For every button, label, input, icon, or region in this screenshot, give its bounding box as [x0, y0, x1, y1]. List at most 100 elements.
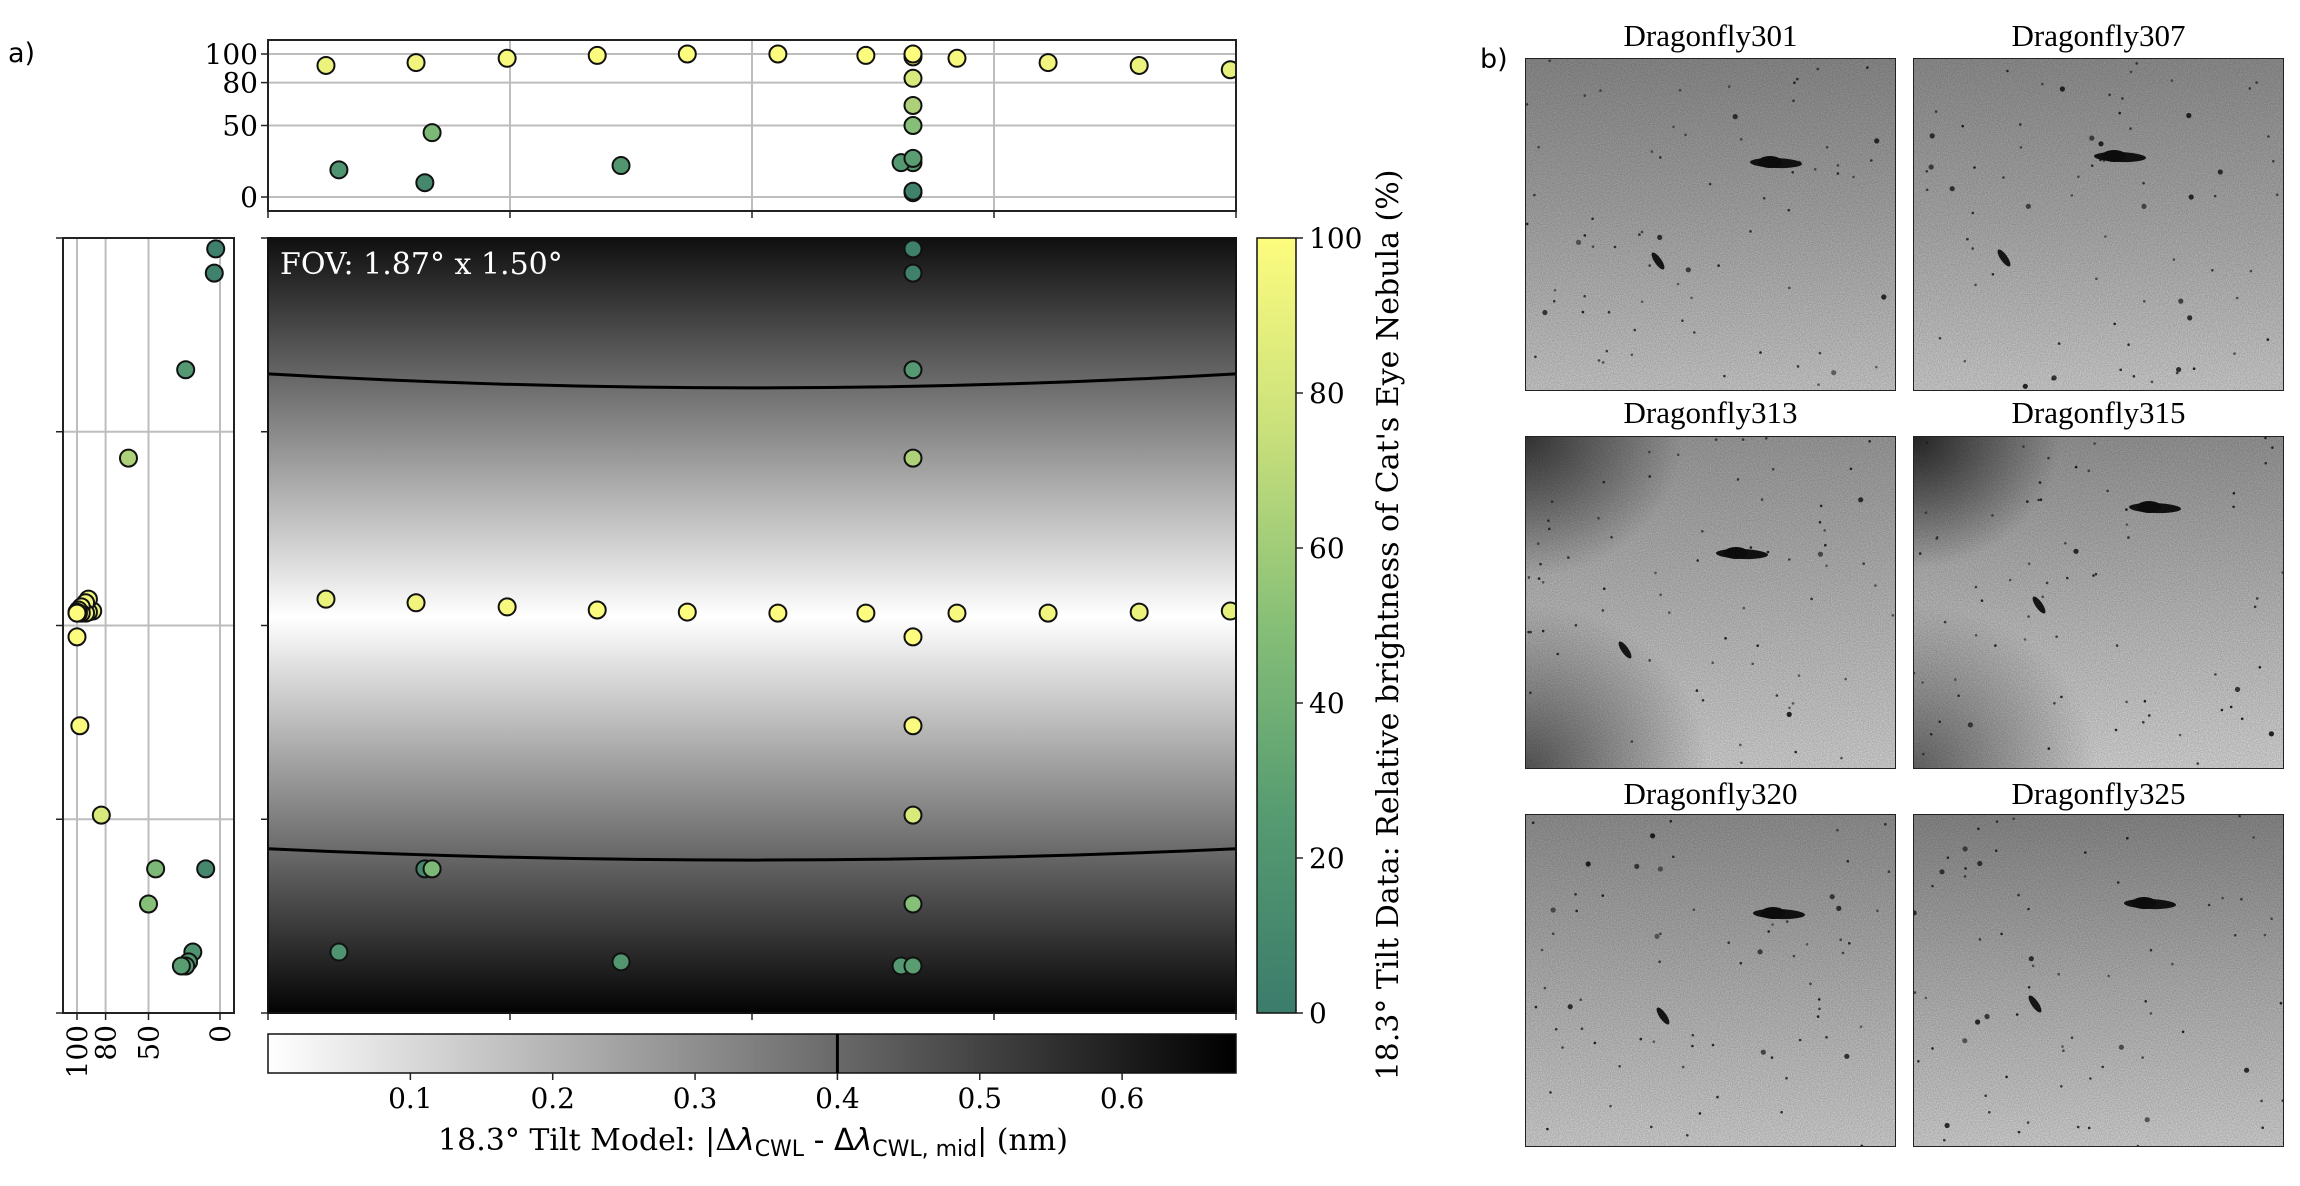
star: [1935, 537, 1938, 540]
image-grain: [1914, 59, 2283, 390]
star: [1805, 943, 1809, 946]
star: [2028, 956, 2034, 962]
star: [2017, 893, 2020, 897]
model-colorbar-tick-label: 0.1: [388, 1082, 433, 1115]
star: [1875, 365, 1878, 369]
star: [2026, 1121, 2030, 1124]
star: [1732, 114, 1738, 120]
top-data-point: [587, 45, 607, 65]
star: [1962, 846, 1968, 852]
star: [2126, 836, 2129, 840]
star: [1601, 361, 1605, 364]
star: [1527, 576, 1531, 579]
star: [1775, 694, 1779, 697]
star: [2060, 1085, 2063, 1088]
star: [1537, 577, 1541, 580]
main-data-point: [316, 589, 336, 609]
star: [1785, 920, 1789, 923]
star: [1829, 894, 1835, 900]
star: [1692, 908, 1696, 911]
top-data-point: [903, 68, 923, 88]
star: [1771, 923, 1774, 926]
star: [1928, 164, 1934, 170]
star: [2115, 644, 2119, 647]
star: [1727, 85, 1731, 88]
star: [1914, 671, 1916, 675]
star: [1556, 652, 1559, 656]
star: [1531, 821, 1535, 825]
star: [2116, 881, 2120, 884]
top-data-point: [903, 116, 923, 135]
star: [2258, 666, 2262, 669]
thumb-title-315: Dragonfly315: [2011, 395, 2186, 430]
star: [1924, 511, 1928, 514]
main-data-point: [1129, 602, 1149, 622]
star: [1760, 1049, 1766, 1055]
star: [2187, 315, 2193, 321]
star: [2235, 296, 2239, 300]
star: [1780, 1110, 1783, 1114]
left-data-point: [139, 894, 158, 914]
star: [1716, 1095, 1719, 1099]
contour-line-2: [268, 847, 1236, 862]
main-data-point: [406, 593, 426, 613]
star: [1995, 820, 1999, 823]
star: [2059, 86, 2065, 92]
star: [1613, 245, 1617, 249]
star: [2061, 1045, 2064, 1048]
star: [1657, 866, 1663, 872]
star: [2104, 235, 2107, 238]
star: [1526, 222, 1529, 226]
star: [2142, 721, 2145, 724]
star: [2060, 695, 2063, 699]
thumb-image-320: [1525, 814, 1896, 1147]
thumb-image-325: [1913, 814, 2284, 1147]
top-data-point: [903, 95, 923, 115]
star: [1929, 733, 1933, 736]
star: [2244, 1067, 2250, 1073]
star: [1991, 273, 1995, 276]
star: [1796, 77, 1799, 81]
star: [1817, 383, 1820, 387]
star: [2233, 934, 2237, 937]
star: [1739, 138, 1743, 141]
brightness-colorbar-ticks: 0 20 40 60 80 100: [1296, 222, 1362, 1030]
top-data-point: [497, 48, 517, 68]
star: [2132, 375, 2136, 378]
star: [1844, 1053, 1850, 1059]
star: [2171, 962, 2174, 966]
star: [1723, 374, 1726, 378]
star: [2064, 542, 2067, 545]
galaxy-core: [1758, 156, 1782, 168]
top-data-point: [903, 148, 923, 168]
star: [1967, 722, 1973, 728]
star: [1561, 1046, 1564, 1049]
star: [1639, 1037, 1643, 1041]
star: [2023, 638, 2027, 641]
star: [1868, 440, 1871, 443]
star: [1527, 630, 1530, 634]
star: [2178, 298, 2184, 304]
star: [1554, 1027, 1558, 1031]
star: [2087, 469, 2091, 473]
star: [2217, 169, 2223, 175]
star: [1690, 296, 1693, 300]
star: [2006, 69, 2009, 73]
star: [1971, 211, 1975, 215]
star: [2125, 523, 2129, 526]
star: [1788, 706, 1791, 710]
image-grain: [1526, 815, 1895, 1146]
star: [2196, 762, 2199, 765]
star: [1974, 634, 1978, 637]
star: [1575, 909, 1578, 913]
star: [2240, 717, 2244, 721]
main-data-point: [903, 448, 923, 468]
main-data-point: [329, 942, 349, 962]
star: [1836, 172, 1840, 175]
star: [1921, 681, 1924, 684]
star: [1870, 159, 1873, 162]
star: [2055, 635, 2058, 638]
star: [1567, 1004, 1573, 1010]
star: [1836, 164, 1840, 167]
star: [1796, 365, 1800, 368]
